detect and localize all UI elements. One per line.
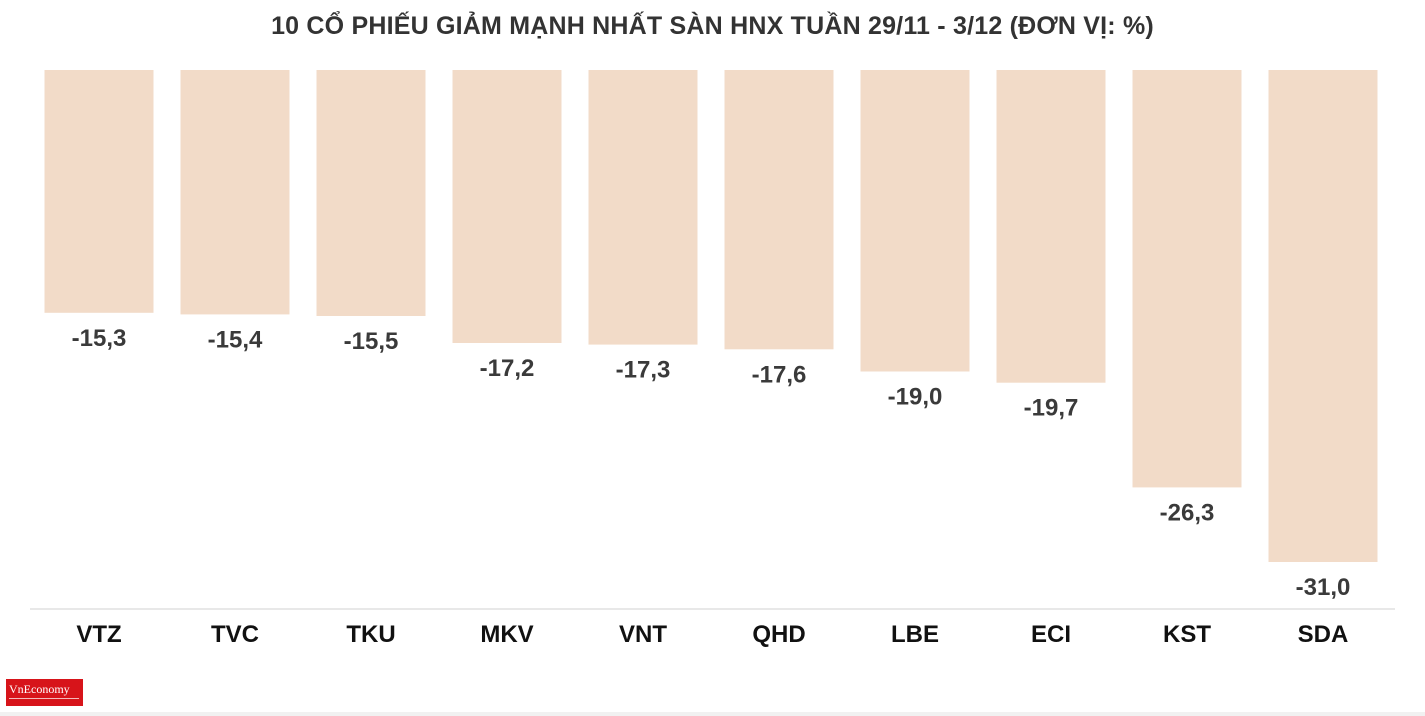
value-labels-group: -15,3 -15,4 -15,5 -17,2 -17,3 -17,6 -19,0 -19,7… xyxy=(72,325,1351,601)
bar-mkv xyxy=(452,70,562,343)
bar-kst xyxy=(1132,70,1242,488)
bar-eci xyxy=(996,70,1106,383)
category-label-mkv: MKV xyxy=(480,621,533,648)
category-label-vnt: VNT xyxy=(619,621,667,648)
value-label-tvc: -15,4 xyxy=(208,326,263,353)
bar-chart: -15,3 -15,4 -15,5 -17,2 -17,3 -17,6 -19,0 -19,7… xyxy=(30,70,1395,648)
value-label-lbe: -19,0 xyxy=(888,384,943,411)
category-label-lbe: LBE xyxy=(891,621,939,648)
bar-qhd xyxy=(724,70,834,350)
bar-vnt xyxy=(588,70,698,345)
category-labels-group: VTZ TVC TKU MKV VNT QHD LBE ECI KST SDA xyxy=(76,621,1348,648)
value-label-kst: -26,3 xyxy=(1160,499,1215,526)
category-label-eci: ECI xyxy=(1031,621,1071,648)
category-label-sda: SDA xyxy=(1298,621,1349,648)
category-label-tku: TKU xyxy=(346,621,395,648)
value-label-qhd: -17,6 xyxy=(752,361,807,388)
footer-strip xyxy=(0,712,1425,716)
logo-text: VnEconomy xyxy=(9,682,70,696)
value-label-tku: -15,5 xyxy=(344,328,399,355)
value-label-vtz: -15,3 xyxy=(72,325,127,352)
bar-tvc xyxy=(180,70,290,315)
bars-group xyxy=(44,70,1378,562)
bar-vtz xyxy=(44,70,154,313)
category-label-tvc: TVC xyxy=(211,621,259,648)
bar-sda xyxy=(1268,70,1378,562)
value-label-sda: -31,0 xyxy=(1296,574,1351,601)
value-label-vnt: -17,3 xyxy=(616,357,671,384)
bar-lbe xyxy=(860,70,970,372)
category-label-vtz: VTZ xyxy=(76,621,121,648)
bar-tku xyxy=(316,70,426,316)
value-label-mkv: -17,2 xyxy=(480,355,535,382)
category-label-kst: KST xyxy=(1163,621,1211,648)
category-label-qhd: QHD xyxy=(752,621,805,648)
vneconomy-logo: VnEconomy xyxy=(6,679,83,706)
logo-subline xyxy=(9,698,79,702)
chart-title: 10 CỔ PHIẾU GIẢM MẠNH NHẤT SÀN HNX TUẦN … xyxy=(271,12,1154,40)
value-label-eci: -19,7 xyxy=(1024,395,1079,422)
